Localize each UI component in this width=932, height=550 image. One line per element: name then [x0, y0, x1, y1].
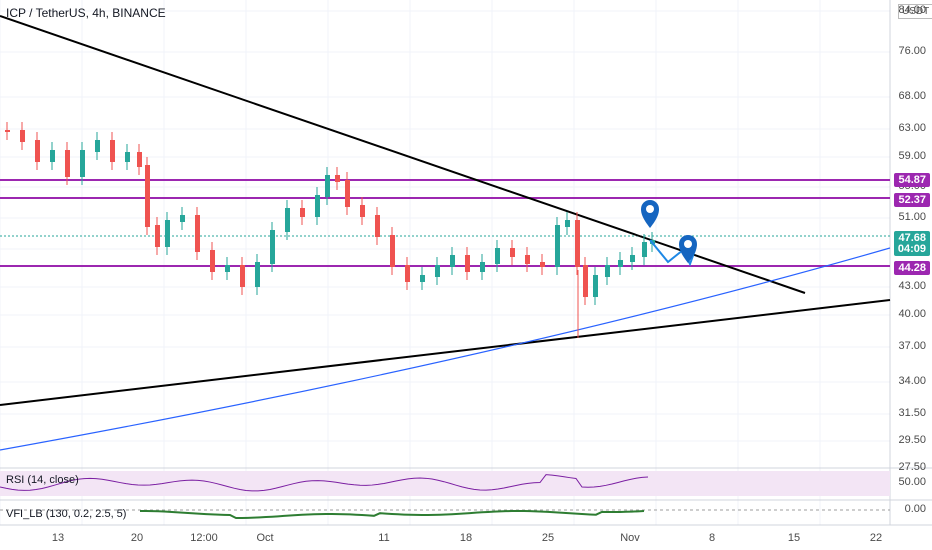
marker-pin-icon-hole — [646, 205, 654, 213]
candle-body — [35, 140, 40, 162]
candle-body — [165, 220, 170, 247]
time-axis-label: 12:00 — [190, 532, 218, 544]
candle-body — [210, 250, 215, 272]
price-axis-label: 43.00 — [898, 280, 926, 292]
candle-body — [285, 208, 290, 232]
candle-body — [125, 152, 130, 162]
candle-body — [80, 150, 85, 177]
candle-body — [642, 242, 647, 257]
price-axis-label: 31.50 — [898, 407, 926, 419]
price-tag: 52.37 — [894, 193, 930, 207]
price-axis-label: 27.50 — [898, 461, 926, 473]
candle-body — [480, 262, 485, 272]
time-axis-label: 15 — [787, 532, 801, 544]
ascending-trendline — [0, 299, 891, 406]
rsi-value: 50.00 — [898, 476, 926, 488]
regression-curve — [0, 247, 891, 451]
candle-body — [510, 248, 515, 257]
candle-body — [618, 260, 623, 267]
candle-body — [435, 265, 440, 277]
candle-body — [575, 220, 580, 267]
marker-pin-icon-hole — [684, 240, 692, 248]
time-axis-label: 22 — [869, 532, 883, 544]
time-axis-label: 11 — [378, 532, 390, 544]
vfi-line — [139, 509, 645, 520]
candle-body — [565, 220, 570, 227]
candle-body — [495, 248, 500, 264]
candle-body — [360, 205, 365, 217]
candle-body — [225, 265, 230, 272]
candle-body — [345, 180, 350, 207]
vfi-value: 0.00 — [904, 503, 926, 515]
candle-body — [65, 150, 70, 177]
candle-body — [605, 265, 610, 277]
candle-body — [525, 255, 530, 264]
price-axis-label: 51.00 — [898, 211, 926, 223]
price-axis-label: 29.50 — [898, 434, 926, 446]
vfi-label[interactable]: VFI_LB (130, 0.2, 2.5, 5) — [6, 508, 127, 520]
candle-body — [95, 140, 100, 152]
candle-body — [195, 215, 200, 252]
price-axis-label: 59.00 — [898, 150, 926, 162]
price-axis-label: 63.00 — [898, 122, 926, 134]
candle-body — [240, 265, 245, 287]
candle-body — [270, 230, 275, 264]
candle-body — [137, 152, 142, 167]
candle-body — [155, 225, 160, 247]
candle-body — [630, 255, 635, 262]
quote-unit-badge[interactable]: USDT — [898, 4, 932, 19]
price-axis-label: 84.00 — [898, 4, 926, 16]
candle-body — [540, 262, 545, 267]
candle-body — [315, 195, 320, 217]
candle-body — [450, 255, 455, 267]
time-axis-label: 25 — [541, 532, 555, 544]
marker-pin-icon — [679, 235, 697, 263]
price-axis-label: 37.00 — [898, 340, 926, 352]
rsi-band — [0, 471, 890, 496]
descending-trendline — [0, 15, 806, 294]
price-axis-label: 34.00 — [898, 375, 926, 387]
candle-body — [390, 235, 395, 267]
candle-body — [50, 150, 55, 162]
time-axis-label: 20 — [130, 532, 144, 544]
candle-body — [465, 255, 470, 272]
price-tag: 47.68 — [894, 231, 930, 245]
candle-body — [420, 275, 425, 282]
candle-body — [405, 265, 410, 282]
candle-body — [593, 275, 598, 297]
candle-body — [300, 208, 305, 217]
candle-body — [375, 215, 380, 237]
rsi-label[interactable]: RSI (14, close) — [6, 474, 79, 486]
time-axis-label: 18 — [459, 532, 473, 544]
time-axis-label: 13 — [51, 532, 65, 544]
candle-body — [110, 140, 115, 162]
price-tag: 04:09 — [893, 242, 930, 256]
candle-body — [583, 265, 588, 297]
marker-pin-icon — [641, 200, 659, 228]
candle-body — [325, 175, 330, 197]
price-tag: 44.28 — [894, 261, 930, 275]
price-axis-label: 40.00 — [898, 308, 926, 320]
candle-body — [145, 165, 150, 227]
candle-body — [555, 225, 560, 267]
candle-body — [335, 175, 340, 182]
price-axis-label: 76.00 — [898, 45, 926, 57]
candle-body — [180, 215, 185, 222]
time-axis-label: Nov — [620, 532, 640, 544]
candle-body — [20, 130, 25, 142]
price-tag: 54.87 — [894, 173, 930, 187]
time-axis-label: Oct — [256, 532, 274, 544]
rsi-line — [0, 474, 649, 492]
candle-body — [5, 130, 10, 132]
price-axis-label: 68.00 — [898, 90, 926, 102]
time-axis-label: 8 — [708, 532, 716, 544]
chart-title: ICP / TetherUS, 4h, BINANCE — [6, 6, 166, 20]
candle-body — [255, 262, 260, 287]
